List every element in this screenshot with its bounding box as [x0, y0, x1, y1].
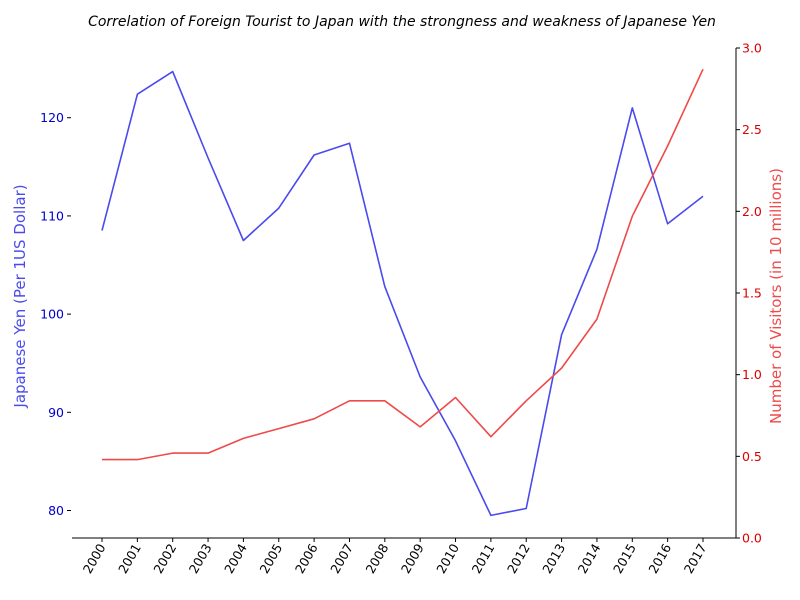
x-tick-label: 2002 [150, 541, 179, 576]
x-tick-label: 2017 [681, 541, 710, 576]
y-tick-label-right: 0.0 [742, 531, 762, 546]
x-tick-label: 2010 [433, 541, 462, 576]
y-axis-label-right: Number of Visitors (in 10 millions) [767, 168, 785, 424]
x-tick-label: 2000 [80, 541, 109, 576]
x-tick-label: 2009 [398, 541, 427, 576]
y-tick-label-right: 1.5 [742, 286, 762, 301]
x-tick-label: 2005 [256, 541, 285, 576]
y-tick-label-right: 2.0 [742, 204, 762, 219]
y-tick-label-left: 100 [40, 307, 64, 322]
y-tick-label-right: 1.0 [742, 367, 762, 382]
y-tick-label-left: 120 [40, 110, 64, 125]
x-tick-label: 2014 [575, 541, 604, 576]
x-tick-label: 2013 [539, 541, 568, 576]
x-tick-label: 2004 [221, 541, 250, 576]
y-tick-label-left: 80 [48, 503, 64, 518]
y-tick-label-right: 3.0 [742, 41, 762, 56]
y-tick-label-left: 90 [48, 405, 64, 420]
axes: 2000 2001 2002 2003 2004 2005 2006 2007 2008 2009… [40, 41, 762, 577]
x-tick-label: 2006 [292, 541, 321, 576]
chart-title: Correlation of Foreign Tourist to Japan … [88, 14, 716, 30]
y-tick-label-left: 110 [40, 208, 64, 223]
x-tick-label: 2011 [469, 541, 498, 576]
x-tick-label: 2012 [504, 541, 533, 576]
yen-series-line [101, 70, 704, 517]
y-axis-label-left: Japanese Yen (Per 1US Dollar) [11, 184, 29, 408]
x-tick-label: 2015 [610, 541, 639, 576]
y-tick-label-right: 2.5 [742, 122, 762, 137]
x-tick-label: 2003 [186, 541, 215, 576]
x-tick-label: 2001 [115, 541, 144, 576]
series-layer [101, 68, 704, 517]
x-tick-label: 2007 [327, 541, 356, 576]
x-tick-label: 2016 [645, 541, 674, 576]
visitors-series-line [102, 68, 704, 461]
x-tick-label: 2008 [363, 541, 392, 576]
y-tick-label-right: 0.5 [742, 449, 762, 464]
